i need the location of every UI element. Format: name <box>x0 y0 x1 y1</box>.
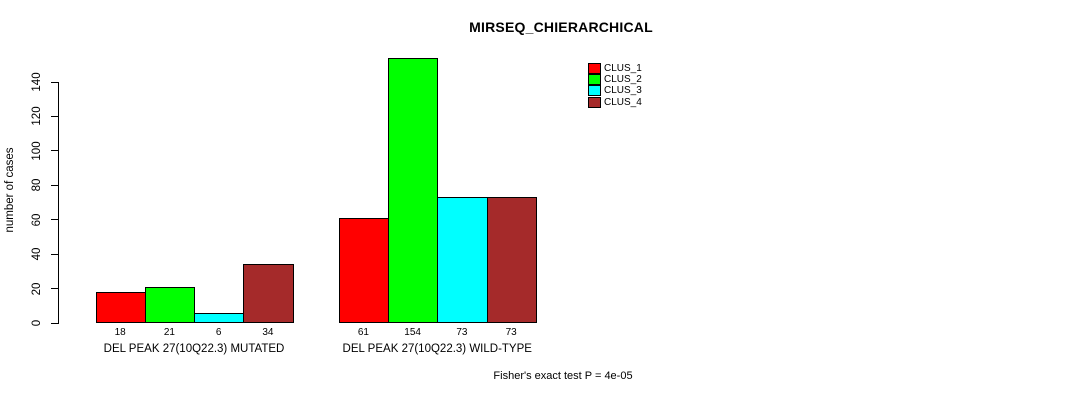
bar-value-label: 61 <box>357 327 369 338</box>
bar-value-label: 34 <box>262 327 274 338</box>
y-axis-tick <box>51 219 58 221</box>
y-axis-tick <box>51 322 58 324</box>
y-axis-tick <box>51 81 58 83</box>
legend-item-label: CLUS_1 <box>604 62 642 74</box>
legend-swatch-clus_1 <box>588 62 601 74</box>
bar-value-label: 6 <box>215 327 222 338</box>
bar-value-label: 18 <box>114 327 126 338</box>
y-axis-tick <box>51 184 58 186</box>
bar-clus_3 <box>437 197 488 323</box>
bar-clus_4 <box>486 197 537 323</box>
y-axis-tick <box>51 288 58 290</box>
legend-swatch-clus_2 <box>588 73 601 85</box>
bar-value-label: 154 <box>404 327 421 338</box>
legend-item-label: CLUS_4 <box>604 96 642 108</box>
y-axis-line <box>58 82 59 324</box>
bar-value-label: 73 <box>456 327 468 338</box>
bar-value-label: 21 <box>163 327 175 338</box>
y-axis-tick <box>51 253 58 255</box>
chart-title: MIRSEQ_CHIERARCHICAL <box>469 19 653 35</box>
bar-value-label: 73 <box>505 327 517 338</box>
y-axis-tick <box>51 115 58 117</box>
bar-clus_1 <box>95 292 146 323</box>
fisher-test-annotation: Fisher's exact test P = 4e-05 <box>493 370 633 382</box>
bar-clus_2 <box>388 57 439 323</box>
group-label: DEL PEAK 27(10Q22.3) MUTATED <box>103 342 285 355</box>
legend-item-label: CLUS_3 <box>604 85 642 97</box>
y-axis-tick <box>51 150 58 152</box>
bar-clus_1 <box>338 217 389 323</box>
legend-swatch-clus_3 <box>588 85 601 97</box>
bar-clus_4 <box>243 264 294 323</box>
legend-item-label: CLUS_2 <box>604 73 642 85</box>
bar-clus_2 <box>144 286 195 323</box>
legend-swatch-clus_4 <box>588 96 601 108</box>
group-label: DEL PEAK 27(10Q22.3) WILD-TYPE <box>342 342 532 355</box>
